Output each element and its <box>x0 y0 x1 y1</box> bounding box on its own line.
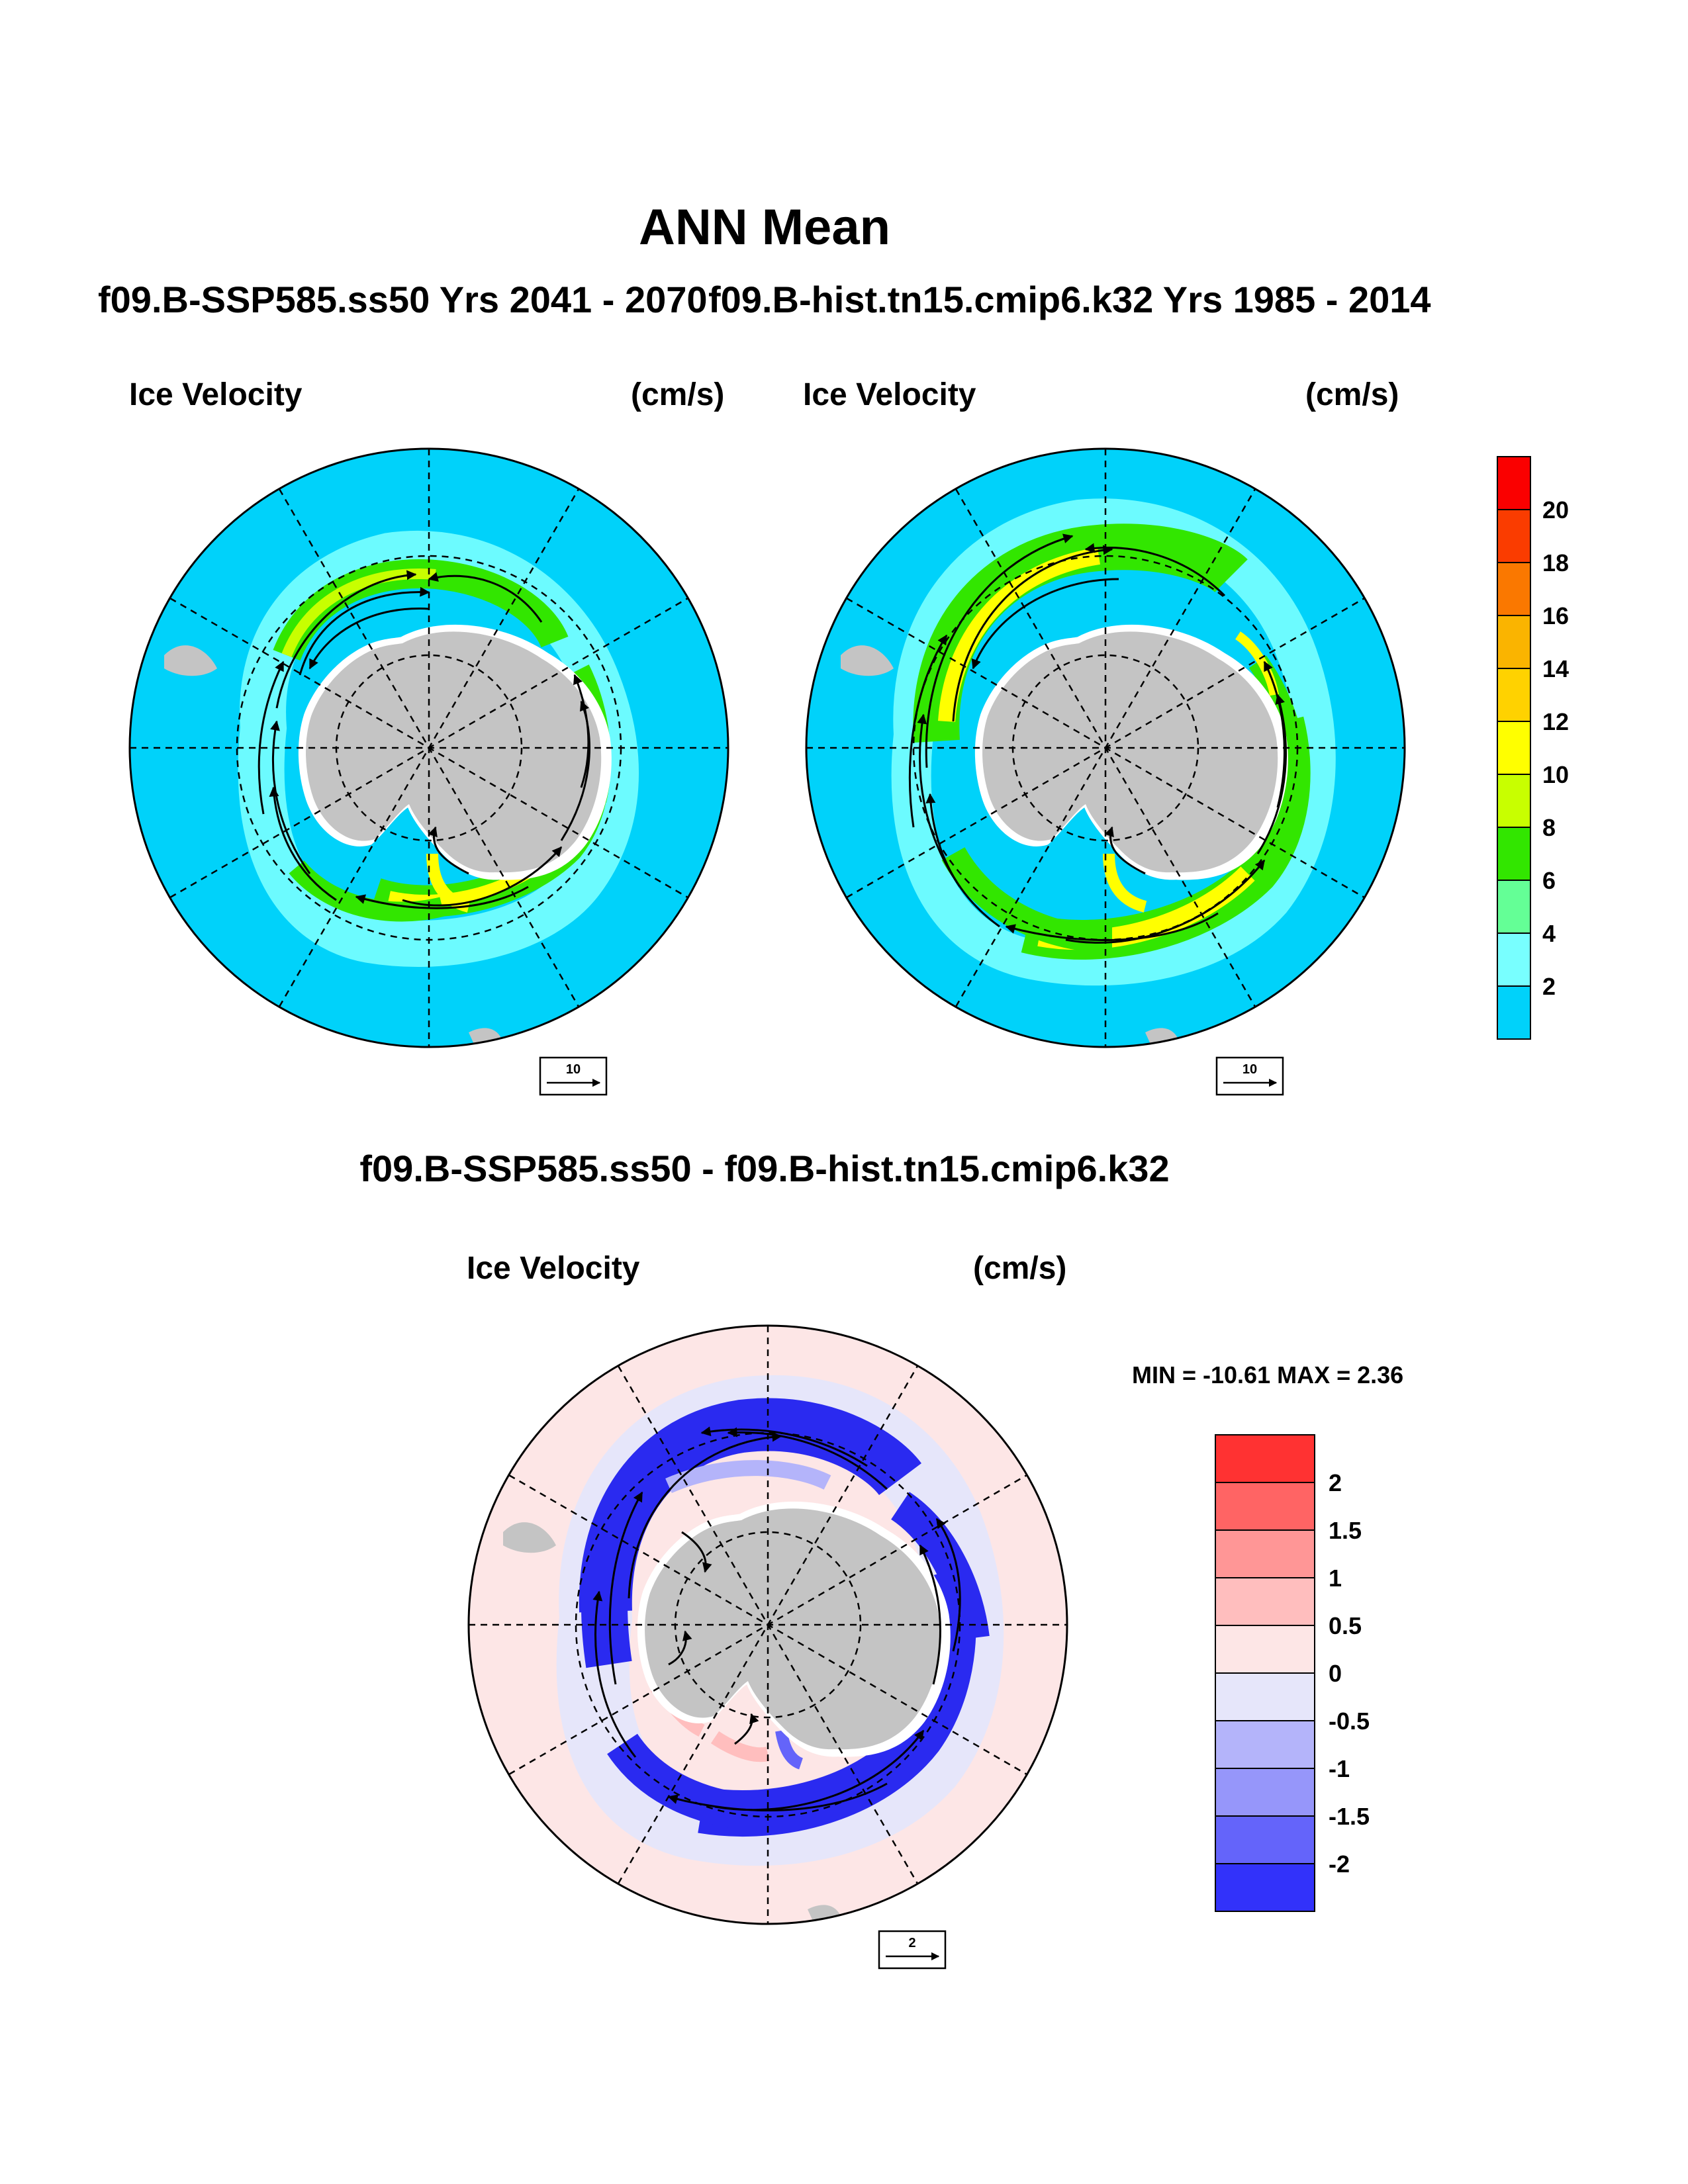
panel-1-left-label: Ice Velocity <box>129 377 303 412</box>
speed-colorbar-tick-label: 16 <box>1542 602 1569 629</box>
speed-colorbar-tick-label: 18 <box>1542 549 1569 576</box>
speed-colorbar-swatch <box>1497 721 1531 775</box>
panel-1-map <box>128 447 729 1048</box>
diff-reference-vector: 2 <box>878 1930 947 1970</box>
difference-colorbar-tick-label: 2 <box>1329 1469 1342 1496</box>
diff-map <box>467 1324 1068 1925</box>
speed-colorbar-tick-label: 12 <box>1542 708 1569 735</box>
difference-colorbar: 2 1.5 1 0.5 0 -0.5 -1 -1.5 -2 <box>1215 1434 1370 1912</box>
difference-colorbar-tick-label: -2 <box>1329 1850 1350 1878</box>
speed-colorbar: 20 18 16 14 12 10 8 6 4 2 <box>1497 456 1569 1040</box>
difference-colorbar-swatch <box>1215 1768 1315 1817</box>
difference-colorbar-swatch <box>1215 1625 1315 1674</box>
diff-units-label: (cm/s) <box>973 1251 1067 1286</box>
diff-vectors <box>592 1426 961 1811</box>
difference-colorbar-swatch <box>1215 1672 1315 1721</box>
speed-colorbar-swatch <box>1497 774 1531 828</box>
speed-colorbar-tick-label: 10 <box>1542 761 1569 788</box>
speed-colorbar-swatch <box>1497 562 1531 616</box>
speed-colorbar-tick-label: 8 <box>1542 814 1556 841</box>
speed-colorbar-tick-label: 2 <box>1542 973 1556 1000</box>
speed-colorbar-swatch <box>1497 509 1531 563</box>
speed-colorbar-tick-label: 14 <box>1542 655 1569 682</box>
speed-colorbar-swatch <box>1497 668 1531 722</box>
difference-colorbar-swatch <box>1215 1434 1315 1483</box>
diff-title: f09.B-SSP585.ss50 - f09.B-hist.tn15.cmip… <box>359 1148 1170 1189</box>
difference-colorbar-swatch <box>1215 1577 1315 1626</box>
difference-colorbar-tick-label: -0.5 <box>1329 1707 1370 1735</box>
panel-1-vectors <box>258 570 590 909</box>
panel-2-title: f09.B-hist.tn15.cmip6.k32 Yrs 1985 - 201… <box>708 279 1431 320</box>
difference-colorbar-swatch <box>1215 1815 1315 1864</box>
panel-1-reference-vector: 10 <box>539 1056 608 1096</box>
speed-colorbar-swatch <box>1497 615 1531 669</box>
difference-colorbar-swatch <box>1215 1529 1315 1578</box>
panel-1-units-label: (cm/s) <box>631 377 725 412</box>
panel-1-title: f09.B-SSP585.ss50 Yrs 2041 - 2070 <box>98 279 708 320</box>
diff-reference-vector-label: 2 <box>908 1936 915 1950</box>
difference-colorbar-swatch <box>1215 1482 1315 1531</box>
panel-1-reference-vector-label: 10 <box>566 1062 581 1077</box>
speed-colorbar-swatch <box>1497 985 1531 1040</box>
diff-left-label: Ice Velocity <box>467 1251 640 1286</box>
panel-2-map <box>805 447 1406 1048</box>
difference-colorbar-tick-label: 1 <box>1329 1565 1342 1592</box>
difference-colorbar-swatch <box>1215 1863 1315 1912</box>
speed-colorbar-tick-label: 6 <box>1542 867 1556 894</box>
speed-colorbar-tick-label: 20 <box>1542 496 1569 523</box>
difference-colorbar-tick-label: 0 <box>1329 1660 1342 1687</box>
difference-colorbar-swatch <box>1215 1720 1315 1769</box>
speed-colorbar-swatch <box>1497 880 1531 934</box>
speed-colorbar-swatch <box>1497 456 1531 510</box>
speed-colorbar-swatch <box>1497 827 1531 881</box>
speed-colorbar-tick-label: 4 <box>1542 920 1556 947</box>
difference-colorbar-tick-label: 0.5 <box>1329 1612 1362 1639</box>
speed-colorbar-swatch <box>1497 933 1531 987</box>
min-max-label: MIN = -10.61 MAX = 2.36 <box>1132 1361 1404 1388</box>
panel-2-left-label: Ice Velocity <box>803 377 976 412</box>
figure-title: ANN Mean <box>638 199 891 255</box>
difference-colorbar-tick-label: -1 <box>1329 1755 1350 1782</box>
panel-2-units-label: (cm/s) <box>1305 377 1399 412</box>
panel-2-reference-vector-label: 10 <box>1243 1062 1257 1077</box>
difference-colorbar-tick-label: -1.5 <box>1329 1803 1370 1830</box>
difference-colorbar-tick-label: 1.5 <box>1329 1517 1362 1544</box>
panel-2-reference-vector: 10 <box>1215 1056 1284 1096</box>
